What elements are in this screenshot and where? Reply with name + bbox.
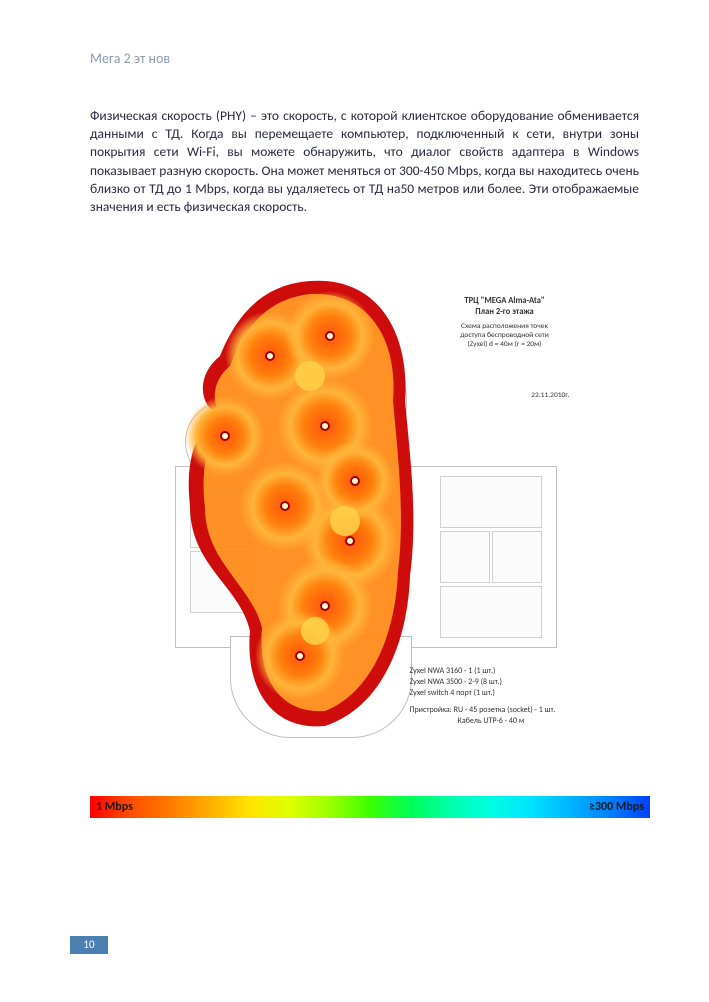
equipment-list: Zyxel NWA 3160 - 1 (1 шт.) Zyxel NWA 350… xyxy=(410,666,575,726)
figure-title-block: ТРЦ "MEGA Alma-Ata" План 2-го этажа Схем… xyxy=(440,296,570,349)
legend-right-label: ≥300 Mbps xyxy=(583,796,650,818)
equip-line: Кабель UTP-6 - 40 м xyxy=(410,716,575,727)
document-page: Мега 2 эт нов Физическая скорость (PHY) … xyxy=(0,0,709,1002)
page-header-title: Мега 2 эт нов xyxy=(90,50,639,67)
access-point-marker xyxy=(265,351,275,361)
access-point-marker xyxy=(325,331,335,341)
legend-gradient xyxy=(90,796,650,818)
figure-title-2: План 2-го этажа xyxy=(440,307,570,318)
equip-line: Пристройка: RU - 45 розетка (socket) - 1… xyxy=(410,705,575,716)
figure-subtitle-3: (Zyxel) d = 40м (r = 20м) xyxy=(440,340,570,349)
figure-subtitle-2: доступа беспроводной сети xyxy=(440,331,570,340)
equip-line: Zyxel NWA 3500 - 2-9 (8 шт.) xyxy=(410,677,575,688)
heatmap-figure: ТРЦ "MEGA Alma-Ata" План 2-го этажа Схем… xyxy=(150,236,580,776)
access-point-marker xyxy=(350,476,360,486)
figure-title-1: ТРЦ "MEGA Alma-Ata" xyxy=(440,296,570,307)
access-point-marker xyxy=(345,536,355,546)
legend-bar: 1 Mbps ≥300 Mbps xyxy=(90,796,650,818)
access-point-marker xyxy=(280,501,290,511)
access-point-marker xyxy=(320,421,330,431)
body-paragraph: Физическая скорость (PHY) – это скорость… xyxy=(90,107,639,216)
figure-date: 22.11.2010г. xyxy=(510,391,570,400)
legend-left-label: 1 Mbps xyxy=(90,796,139,818)
equip-line: Zyxel switch 4 порт (1 шт.) xyxy=(410,688,575,699)
equip-line: Zyxel NWA 3160 - 1 (1 шт.) xyxy=(410,666,575,677)
figure-subtitle-1: Схема расположения точек xyxy=(440,322,570,331)
page-number: 10 xyxy=(70,936,108,954)
access-point-marker xyxy=(320,601,330,611)
access-point-marker xyxy=(295,651,305,661)
access-point-marker xyxy=(220,431,230,441)
